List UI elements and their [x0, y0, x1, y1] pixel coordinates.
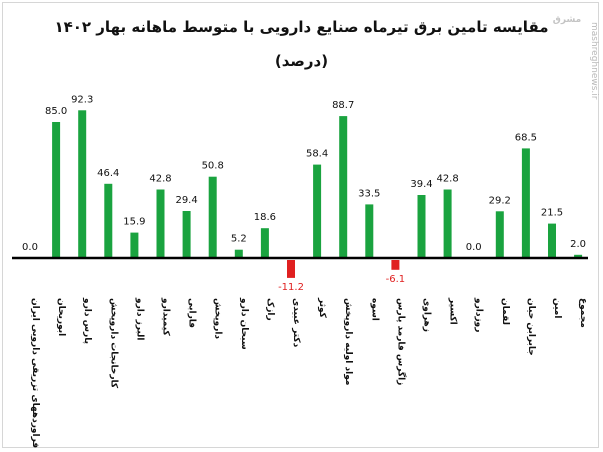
category-label-8: سبحان دارو	[239, 297, 249, 350]
category-label-21: مجموع	[578, 298, 588, 328]
category-label-20: امین	[552, 298, 562, 318]
bar-21	[574, 254, 583, 258]
data-label-2: 92.3	[71, 94, 93, 105]
category-label-19: جابرابن حیان	[526, 298, 536, 356]
data-label-12: 88.7	[332, 100, 354, 111]
bar-13	[365, 204, 374, 258]
bar-18	[495, 211, 504, 258]
data-label-3: 46.4	[97, 168, 119, 179]
category-label-2: پارس دارو	[82, 297, 92, 344]
data-label-4: 15.9	[123, 217, 145, 228]
data-label-20: 21.5	[541, 208, 563, 219]
category-label-10: دکتر عبیدی	[291, 298, 301, 348]
category-label-0: فراوردههای تزریقی دارویی ایران	[30, 298, 40, 448]
watermark-site: mashreghnews.ir	[589, 22, 599, 100]
data-label-8: 5.2	[231, 234, 247, 245]
data-label-21: 2.0	[570, 239, 586, 250]
bar-15	[417, 195, 426, 258]
category-label-4: البرز دارو	[134, 297, 144, 341]
bar-10	[287, 260, 295, 278]
bar-1	[52, 122, 61, 258]
data-label-16: 42.8	[436, 174, 458, 185]
category-label-1: ابوریحان	[56, 298, 66, 336]
bar-7	[208, 176, 217, 258]
bar-3	[104, 183, 113, 258]
data-label-1: 85.0	[45, 106, 67, 117]
data-label-15: 39.4	[410, 179, 432, 190]
chart-frame	[2, 2, 599, 448]
watermark-logo: مشرق	[552, 15, 582, 25]
category-label-18: لقمان	[500, 298, 510, 325]
category-label-12: مواد اولیه داروپخش	[343, 298, 353, 385]
data-label-5: 42.8	[149, 174, 171, 185]
category-label-17: روزدارو	[474, 297, 484, 332]
data-label-17: 0.0	[466, 242, 482, 253]
bar-4	[130, 232, 139, 258]
bar-20	[548, 223, 556, 258]
data-label-6: 29.4	[175, 195, 197, 206]
data-label-7: 50.8	[202, 161, 224, 172]
bar-16	[443, 189, 452, 258]
category-label-11: کوثر	[317, 297, 327, 319]
category-label-13: اسوه	[369, 298, 379, 321]
data-label-11: 58.4	[306, 149, 328, 160]
category-label-7: داروپخش	[213, 298, 223, 339]
bar-14	[391, 260, 400, 270]
data-label-10: -11.2	[278, 282, 304, 293]
bar-6	[182, 211, 191, 258]
bar-9	[260, 228, 269, 258]
data-label-14: -6.1	[386, 274, 406, 285]
category-label-3: کارخانجات داروپخش	[108, 298, 118, 389]
bar-8	[234, 249, 243, 258]
bar-12	[339, 116, 348, 258]
category-label-15: زهراوی	[422, 298, 432, 332]
chart-subtitle: (درصد)	[274, 52, 329, 70]
category-label-14: زاگرس فارمد پارس	[395, 298, 407, 385]
data-label-18: 29.2	[489, 195, 511, 206]
bar-5	[156, 189, 165, 258]
bar-19	[521, 148, 530, 258]
category-label-16: اکسیر	[448, 297, 458, 325]
category-label-5: کیمیدارو	[161, 297, 171, 336]
bar-2	[78, 110, 87, 258]
category-label-9: رازک	[265, 298, 275, 321]
data-label-13: 33.5	[358, 188, 380, 199]
bar-11	[313, 164, 322, 258]
data-label-19: 68.5	[515, 132, 537, 143]
category-label-6: فارابی	[187, 298, 197, 328]
data-label-9: 18.6	[254, 212, 276, 223]
data-label-0: 0.0	[22, 242, 38, 253]
chart-title: مقایسه تامین برق تیرماه صنایع دارویی با …	[54, 18, 549, 36]
